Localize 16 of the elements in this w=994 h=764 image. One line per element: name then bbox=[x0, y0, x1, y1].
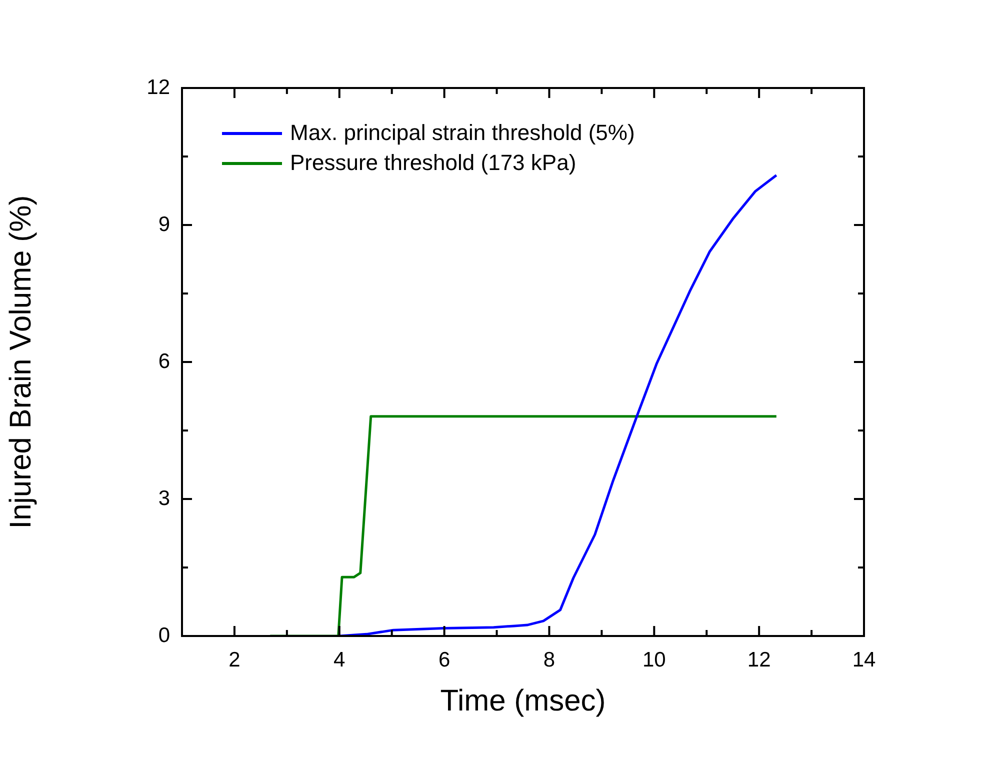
y-tick-label: 3 bbox=[158, 486, 170, 510]
y-tick-label: 0 bbox=[158, 624, 170, 647]
x-tick-label: 6 bbox=[438, 648, 450, 672]
x-axis-title: Time (msec) bbox=[440, 684, 606, 718]
y-tick-label: 6 bbox=[158, 350, 170, 373]
y-tick-label: 12 bbox=[146, 76, 170, 99]
x-tick-label: 8 bbox=[543, 648, 556, 672]
y-tick-label: 9 bbox=[158, 212, 170, 236]
x-tick-label: 10 bbox=[642, 648, 666, 672]
x-tick-label: 12 bbox=[747, 648, 771, 672]
x-tick-label: 14 bbox=[852, 648, 876, 672]
legend-label: Max. principal strain threshold (5%) bbox=[290, 119, 635, 147]
x-tick-label: 4 bbox=[334, 648, 346, 672]
x-tick-label: 2 bbox=[228, 648, 240, 672]
y-axis-title: Injured Brain Volume (%) bbox=[4, 195, 38, 529]
legend-label: Pressure threshold (173 kPa) bbox=[290, 149, 576, 177]
